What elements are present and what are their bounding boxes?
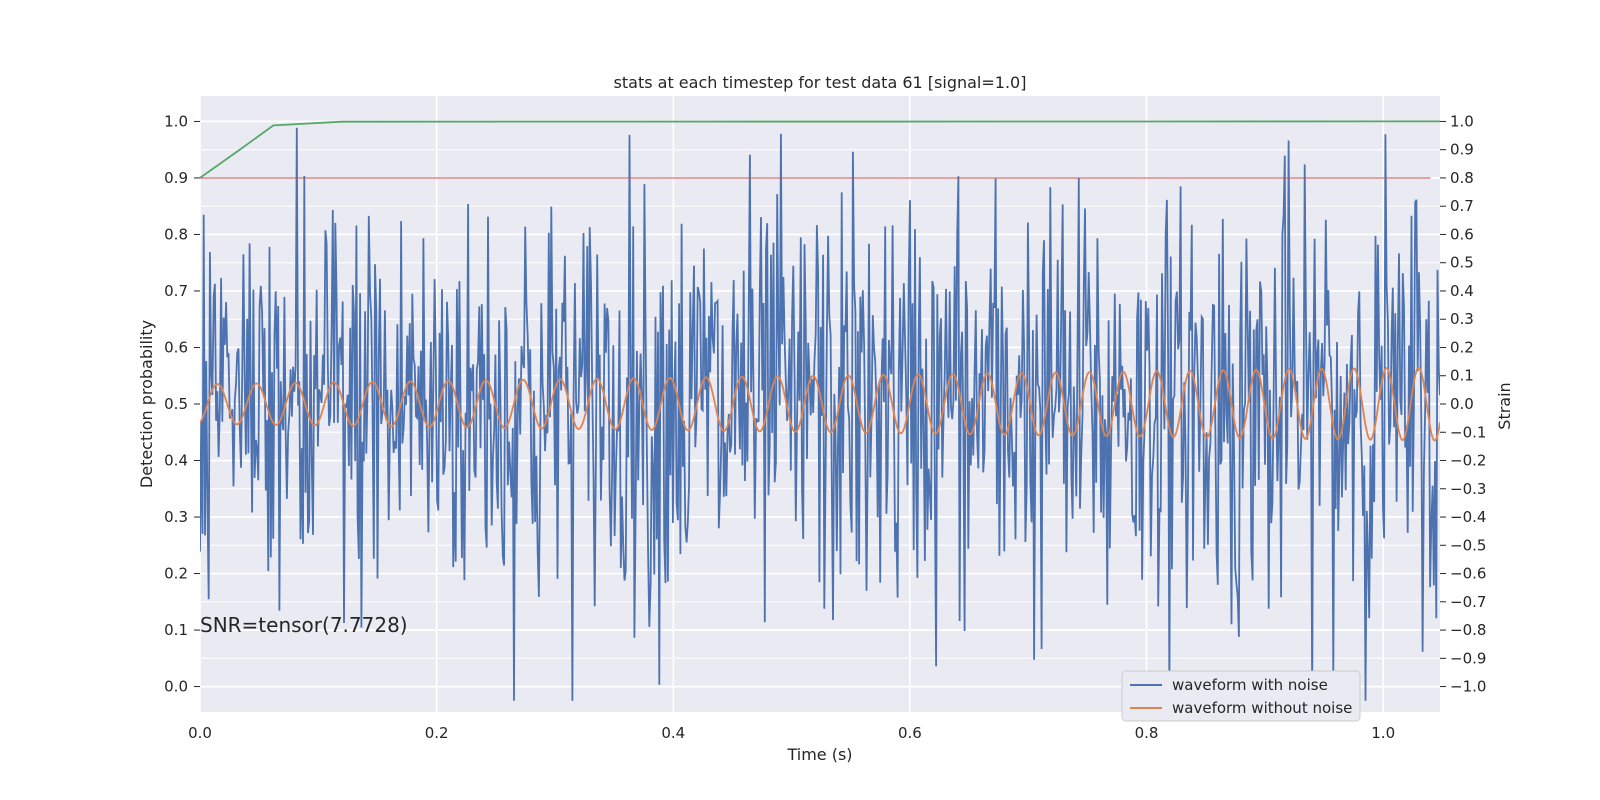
y-right-tick-label: −0.6 [1450, 565, 1486, 583]
x-tick-label: 0.2 [425, 724, 449, 742]
y-left-tick-label: 0.8 [164, 225, 188, 243]
y-left-tick-label: 0.1 [164, 621, 188, 639]
series-layer [200, 120, 1440, 701]
series-line-waveform-without-noise [200, 366, 1440, 442]
x-tick-label: 0.4 [661, 724, 685, 742]
y-right-tick-label: 1.0 [1450, 112, 1474, 130]
x-axis-ticks: 0.0 0.2 0.4 0.6 0.8 1.0 [188, 724, 1395, 742]
chart-title: stats at each timestep for test data 61 … [614, 73, 1027, 92]
series-line-detection-probability [200, 120, 1440, 179]
y-left-tick-label: 0.3 [164, 508, 188, 526]
y-right-tick-label: 0.7 [1450, 197, 1474, 215]
legend-label-noise: waveform with noise [1172, 676, 1328, 694]
x-tick-label: 0.0 [188, 724, 212, 742]
y-right-axis-label: Strain [1495, 382, 1514, 429]
y-left-tick-label: 0.9 [164, 169, 188, 187]
y-left-tick-label: 0.6 [164, 338, 188, 356]
y-right-tick-label: −0.2 [1450, 452, 1486, 470]
legend-box [1121, 670, 1361, 722]
y-left-tick-label: 1.0 [164, 112, 188, 130]
y-right-tick-label: −0.3 [1450, 480, 1486, 498]
y-right-tick-label: 0.6 [1450, 225, 1474, 243]
y-left-tick-label: 0.4 [164, 452, 188, 470]
y-right-tick-label: 0.5 [1450, 254, 1474, 272]
y-right-axis-ticks: −1.0 −0.9 −0.8 −0.7 −0.6 −0.5 −0.4 −0.3 −0.2 −0.1… [1440, 112, 1486, 696]
y-left-tick-label: 0.5 [164, 395, 188, 413]
y-right-tick-label: 0.2 [1450, 338, 1474, 356]
y-left-axis-ticks: 0.0 0.1 0.2 0.3 0.4 0.5 0.6 0.7 0.8 0.9 1.0 [164, 112, 200, 696]
y-right-tick-label: 0.3 [1450, 310, 1474, 328]
x-tick-label: 0.8 [1135, 724, 1159, 742]
x-axis-label: Time (s) [786, 745, 852, 764]
y-right-tick-label: 0.9 [1450, 141, 1474, 159]
y-left-axis-label: Detection probability [137, 320, 156, 488]
y-left-tick-label: 0.0 [164, 678, 188, 696]
y-right-tick-label: −0.4 [1450, 508, 1486, 526]
y-right-tick-label: −0.8 [1450, 621, 1486, 639]
y-right-tick-label: 0.4 [1450, 282, 1474, 300]
y-right-tick-label: −0.1 [1450, 423, 1486, 441]
y-left-tick-label: 0.2 [164, 565, 188, 583]
legend-label-clean: waveform without noise [1172, 699, 1352, 717]
series-line-waveform-with-noise [200, 127, 1440, 701]
y-right-tick-label: −0.7 [1450, 593, 1486, 611]
y-right-tick-label: −0.5 [1450, 536, 1486, 554]
y-right-tick-label: −1.0 [1450, 678, 1486, 696]
legend: waveform with noise waveform without noi… [1121, 670, 1361, 722]
y-right-tick-label: 0.8 [1450, 169, 1474, 187]
x-tick-label: 0.6 [898, 724, 922, 742]
y-left-tick-label: 0.7 [164, 282, 188, 300]
snr-annotation: SNR=tensor(7.7728) [200, 613, 408, 637]
y-right-tick-label: 0.0 [1450, 395, 1474, 413]
y-right-tick-label: 0.1 [1450, 367, 1474, 385]
x-tick-label: 1.0 [1371, 724, 1395, 742]
y-right-tick-label: −0.9 [1450, 649, 1486, 667]
